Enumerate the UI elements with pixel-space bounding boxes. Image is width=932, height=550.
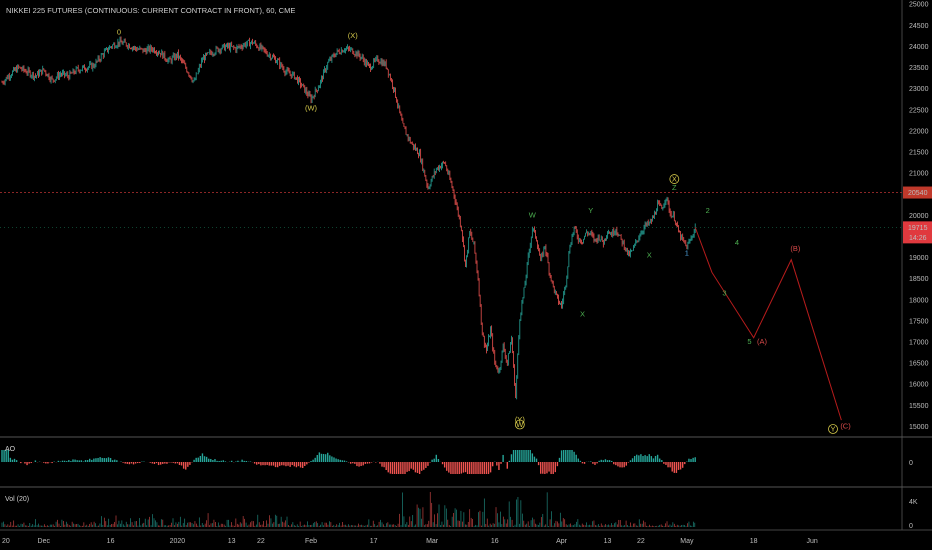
wave-label: X — [647, 251, 652, 260]
time-tick-13: 13 — [228, 538, 236, 545]
wave-label: (X) — [348, 31, 359, 40]
price-tick-20000: 20000 — [909, 213, 929, 220]
horizontal-price-line — [0, 192, 902, 228]
price-tick-21500: 21500 — [909, 150, 929, 157]
wave-label: 3 — [722, 289, 726, 298]
time-tick-22: 22 — [257, 538, 265, 545]
time-tick-16: 16 — [491, 538, 499, 545]
wave-label: Z — [672, 183, 677, 192]
price-tick-21000: 21000 — [909, 171, 929, 178]
wave-circle — [514, 419, 525, 430]
wave-label: 0 — [117, 28, 121, 37]
wave-projection — [694, 227, 842, 421]
countdown-label: 14:26 — [909, 235, 927, 242]
time-tick-2020: 2020 — [170, 538, 186, 545]
last-price-label: 19715 — [908, 225, 928, 232]
price-axis-ticks: 25000 24500 24000 23500 23000 22500 22000 21500… — [909, 2, 929, 431]
last-price-badge: 19715 14:26 — [903, 221, 932, 244]
time-tick-18: 18 — [750, 538, 758, 545]
chart-title: NIKKEI 225 FUTURES (CONTINUOUS: CURRENT … — [6, 6, 295, 15]
ao-zero-tick: 0 — [909, 460, 913, 467]
wave-label: Y — [588, 206, 593, 215]
price-tick-19000: 19000 — [909, 255, 929, 262]
price-tick-17500: 17500 — [909, 318, 929, 325]
price-tick-22000: 22000 — [909, 128, 929, 135]
price-tick-15500: 15500 — [909, 403, 929, 410]
time-tick-Apr: Apr — [556, 538, 568, 545]
time-tick-Feb: Feb — [305, 538, 317, 545]
price-tick-18000: 18000 — [909, 297, 929, 304]
wave-circle — [669, 174, 680, 184]
price-line-label: 20540 — [908, 190, 928, 197]
projection-path — [694, 227, 842, 421]
wave-label: (W) — [305, 104, 318, 113]
price-tick-24000: 24000 — [909, 44, 929, 51]
wave-label: 1 — [685, 248, 689, 257]
volume-histogram — [1, 491, 696, 527]
time-tick-22: 22 — [637, 538, 645, 545]
ao-pane-label: AO — [5, 446, 16, 453]
wave-label: X — [672, 175, 677, 184]
price-candles — [1, 36, 696, 400]
price-tick-22500: 22500 — [909, 107, 929, 114]
wave-label: (A) — [757, 337, 768, 346]
price-tick-15000: 15000 — [909, 424, 929, 431]
time-tick-17: 17 — [370, 538, 378, 545]
wave-label: (C) — [840, 422, 851, 431]
price-line-badge: 20540 — [903, 186, 932, 199]
time-tick-13: 13 — [604, 538, 612, 545]
wave-label: Y — [831, 425, 836, 434]
time-axis-ticks: 20 Dec 16 2020 13 22 Feb 17 Mar 16 Apr 13 22 May 18 Jun — [2, 538, 818, 545]
time-tick-Jun: Jun — [806, 538, 817, 545]
time-tick-20: 20 — [2, 538, 10, 545]
time-tick-Mar: Mar — [426, 538, 439, 545]
price-tick-16500: 16500 — [909, 361, 929, 368]
price-tick-23000: 23000 — [909, 86, 929, 93]
wave-label: W — [516, 420, 524, 429]
wave-label: 2 — [706, 206, 710, 215]
ao-histogram — [1, 450, 696, 474]
wave-label: 5 — [747, 337, 751, 346]
wave-label: X — [580, 310, 585, 319]
price-tick-18500: 18500 — [909, 276, 929, 283]
price-tick-23500: 23500 — [909, 65, 929, 72]
price-tick-17000: 17000 — [909, 340, 929, 347]
time-tick-May: May — [680, 538, 694, 545]
time-tick-Dec: Dec — [38, 538, 51, 545]
vol-4k-tick: 4K — [909, 499, 918, 506]
wave-label: 4 — [735, 238, 739, 247]
vol-zero-tick: 0 — [909, 523, 913, 530]
price-tick-24500: 24500 — [909, 23, 929, 30]
time-tick-16: 16 — [107, 538, 115, 545]
wave-circle — [828, 424, 838, 434]
price-tick-16000: 16000 — [909, 382, 929, 389]
vol-pane-label: Vol (20) — [5, 496, 29, 503]
wave-label: W — [529, 210, 537, 219]
price-tick-25000: 25000 — [909, 2, 929, 9]
wave-label: (B) — [790, 244, 801, 253]
